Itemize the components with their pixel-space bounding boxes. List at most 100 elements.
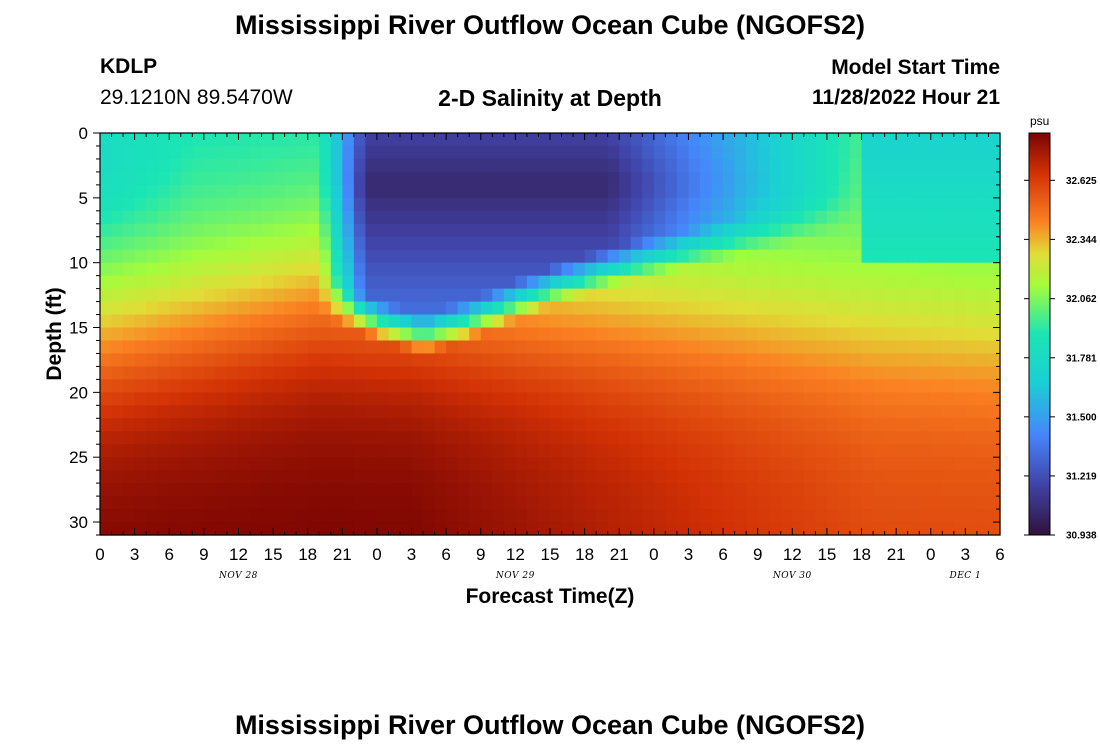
heatmap-cell (584, 392, 597, 406)
heatmap-cell (169, 353, 182, 368)
heatmap-cell (515, 275, 528, 290)
heatmap-cell (561, 431, 574, 445)
heatmap-cell (157, 522, 170, 536)
heatmap-cell (169, 301, 182, 316)
heatmap-cell (619, 210, 632, 225)
heatmap-cell (826, 210, 840, 225)
heatmap-cell (826, 171, 840, 186)
heatmap-cell (238, 301, 251, 316)
heatmap-cell (803, 444, 816, 458)
heatmap-cell (250, 470, 263, 484)
heatmap-cell (376, 522, 390, 536)
heatmap-cell (273, 327, 286, 342)
heatmap-cell (838, 275, 851, 290)
heatmap-cell (192, 496, 205, 510)
heatmap-cell (111, 470, 124, 484)
heatmap-cell (203, 509, 216, 523)
heatmap-cell (850, 288, 863, 303)
heatmap-cell (826, 366, 840, 380)
heatmap-cell (388, 145, 401, 160)
x-tick-label: 21 (887, 545, 906, 564)
heatmap-cell (630, 470, 643, 484)
heatmap-cell (861, 457, 874, 471)
heatmap-cell (815, 133, 828, 147)
heatmap-cell (111, 509, 124, 523)
heatmap-cell (861, 249, 874, 264)
heatmap-cell (376, 327, 390, 342)
heatmap-cell (850, 275, 863, 290)
heatmap-cell (215, 405, 228, 419)
heatmap-cell (746, 275, 759, 290)
heatmap-cell (896, 249, 909, 264)
heatmap-cell (930, 249, 943, 264)
heatmap-cell (550, 470, 563, 484)
heatmap-cell (573, 366, 586, 380)
heatmap-cell (734, 457, 747, 471)
heatmap-cell (976, 288, 990, 303)
heatmap-cell (273, 340, 286, 355)
heatmap-cell (446, 366, 459, 380)
heatmap-cell (169, 275, 182, 290)
heatmap-cell (123, 405, 136, 419)
heatmap-cell (653, 470, 666, 484)
heatmap-cell (723, 431, 736, 445)
heatmap-cell (988, 509, 1001, 523)
heatmap-cell (169, 509, 182, 523)
heatmap-cell (365, 431, 378, 445)
heatmap-cell (815, 340, 828, 355)
heatmap-cell (469, 197, 482, 212)
heatmap-cell (503, 470, 516, 484)
heatmap-cell (769, 444, 782, 458)
heatmap-cell (284, 145, 297, 160)
heatmap-cell (492, 145, 505, 160)
heatmap-cell (203, 184, 216, 199)
heatmap-cell (365, 184, 378, 199)
heatmap-cell (746, 133, 759, 147)
heatmap-cell (550, 171, 563, 186)
heatmap-cell (446, 223, 459, 238)
heatmap-cell (630, 496, 643, 510)
heatmap-cell (884, 392, 897, 406)
model-start-label: Model Start Time (831, 56, 1000, 79)
heatmap-cell (376, 444, 390, 458)
heatmap-cell (850, 509, 863, 523)
heatmap-cell (250, 522, 263, 536)
heatmap-cell (203, 353, 216, 368)
heatmap-cell (215, 470, 228, 484)
heatmap-cell (815, 158, 828, 173)
heatmap-cell (400, 171, 413, 186)
heatmap-cell (480, 236, 493, 251)
heatmap-cell (353, 133, 366, 147)
heatmap-cell (515, 483, 528, 497)
heatmap-cell (607, 223, 620, 238)
heatmap-cell (953, 470, 966, 484)
heatmap-cell (330, 210, 343, 225)
heatmap-cell (203, 418, 216, 432)
heatmap-cell (400, 249, 413, 264)
heatmap-cell (988, 171, 1001, 186)
heatmap-cell (688, 522, 701, 536)
heatmap-cell (353, 223, 366, 238)
heatmap-cell (226, 366, 240, 380)
heatmap-cell (400, 509, 413, 523)
heatmap-cell (988, 249, 1001, 264)
heatmap-cell (861, 496, 874, 510)
heatmap-cell (792, 327, 805, 342)
heatmap-cell (861, 353, 874, 368)
heatmap-cell (930, 431, 943, 445)
heatmap-cell (676, 327, 690, 342)
heatmap-cell (353, 314, 366, 329)
heatmap-cell (319, 288, 332, 303)
heatmap-cell (907, 314, 920, 329)
heatmap-cell (619, 353, 632, 368)
heatmap-cell (665, 145, 678, 160)
heatmap-cell (342, 496, 355, 510)
heatmap-cell (665, 340, 678, 355)
heatmap-cell (111, 418, 124, 432)
heatmap-cell (550, 184, 563, 199)
heatmap-cell (803, 483, 816, 497)
heatmap-cell (757, 133, 770, 147)
heatmap-cell (319, 470, 332, 484)
heatmap-cell (700, 314, 713, 329)
heatmap-cell (250, 314, 263, 329)
